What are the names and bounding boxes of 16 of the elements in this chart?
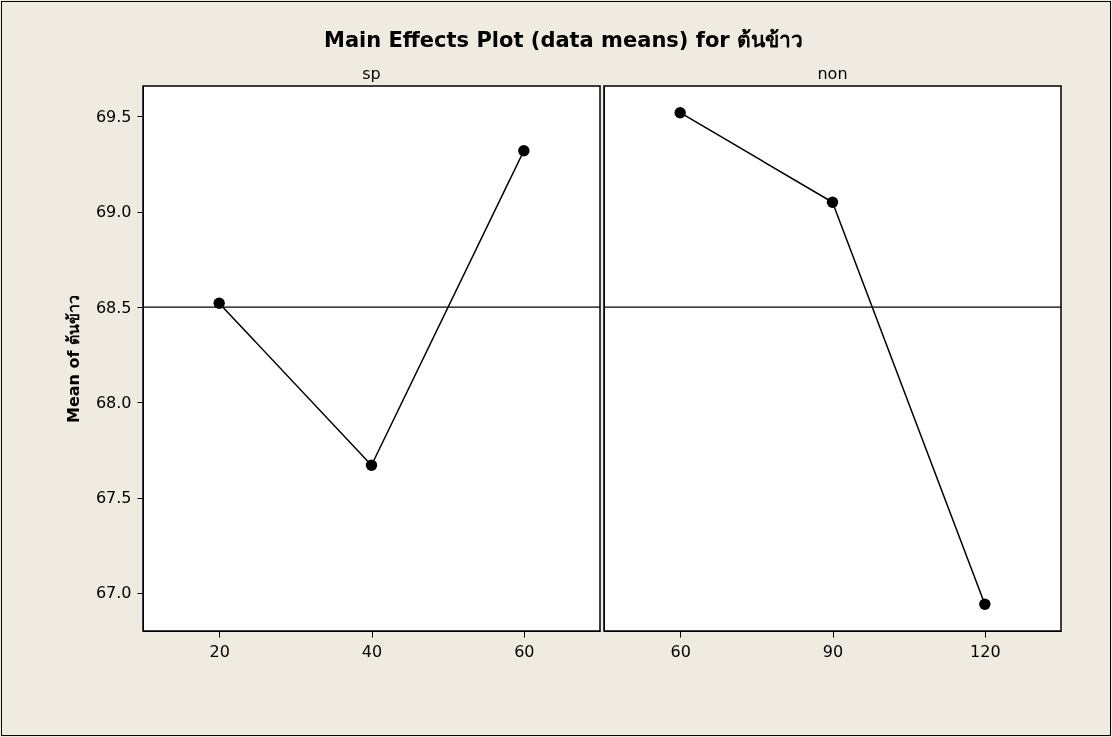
y-tick-label: 67.0: [95, 583, 132, 603]
x-tick-label: 20: [209, 641, 230, 661]
y-tick-label: 68.5: [95, 297, 132, 317]
chart-title: Main Effects Plot (data means) for ต้นข้าว: [323, 28, 803, 53]
x-tick-label: 40: [361, 641, 383, 661]
x-tick-label: 60: [670, 641, 691, 661]
x-axis-title: sp: [362, 64, 381, 83]
y-tick-label: 67.5: [95, 488, 132, 508]
y-axis-title: Mean of ต้นข้าว: [63, 294, 83, 424]
y-tick-label: 68.0: [95, 392, 132, 412]
y-tick-label: 69.5: [95, 106, 132, 126]
y-tick-label: 69.0: [95, 202, 132, 222]
x-tick-label: 120: [970, 641, 1001, 661]
x-tick-label: 60: [514, 641, 535, 661]
x-axis-title: non: [817, 64, 848, 83]
x-tick-label: 90: [822, 641, 844, 661]
